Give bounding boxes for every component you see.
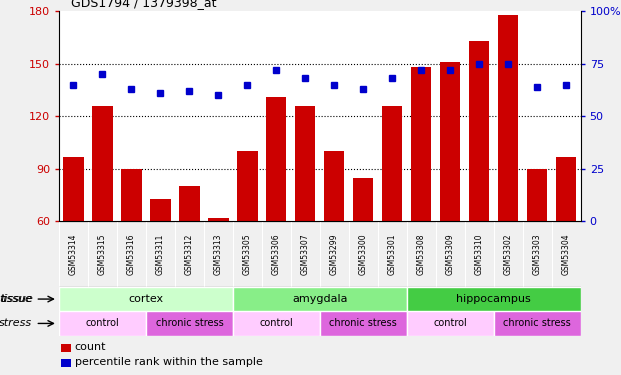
Text: GSM53315: GSM53315	[98, 233, 107, 275]
Bar	[324, 151, 345, 221]
Text: GSM53311: GSM53311	[156, 233, 165, 275]
Text: control: control	[260, 318, 293, 328]
Bar	[320, 311, 407, 336]
Bar	[440, 62, 460, 221]
Text: count: count	[75, 342, 106, 352]
Bar	[179, 186, 199, 221]
Text: GSM53299: GSM53299	[330, 233, 339, 275]
Text: GSM53310: GSM53310	[474, 233, 484, 275]
Bar	[59, 311, 146, 336]
Bar	[527, 169, 547, 221]
Text: percentile rank within the sample: percentile rank within the sample	[75, 357, 263, 367]
Text: GSM53314: GSM53314	[69, 233, 78, 275]
Bar	[353, 177, 373, 221]
Bar	[63, 156, 84, 221]
Text: chronic stress: chronic stress	[503, 318, 571, 328]
Text: GSM53300: GSM53300	[359, 233, 368, 275]
Text: GSM53308: GSM53308	[417, 233, 426, 275]
Bar	[556, 156, 576, 221]
Text: GSM53302: GSM53302	[504, 233, 513, 275]
Text: chronic stress: chronic stress	[155, 318, 224, 328]
Text: tissue: tissue	[0, 294, 33, 304]
Text: GSM53303: GSM53303	[533, 233, 542, 275]
Bar	[295, 106, 315, 221]
Bar	[59, 287, 233, 311]
Text: tissue: tissue	[0, 294, 32, 304]
Text: hippocampus: hippocampus	[456, 294, 531, 304]
Bar	[237, 151, 258, 221]
Bar	[121, 169, 142, 221]
Text: GSM53305: GSM53305	[243, 233, 252, 275]
Bar	[150, 198, 171, 221]
Bar	[498, 15, 519, 221]
Bar	[233, 287, 407, 311]
Bar	[233, 311, 320, 336]
Bar	[407, 311, 494, 336]
Text: GSM53313: GSM53313	[214, 233, 223, 275]
Text: chronic stress: chronic stress	[329, 318, 397, 328]
Text: GDS1794 / 1379398_at: GDS1794 / 1379398_at	[71, 0, 217, 9]
Text: cortex: cortex	[129, 294, 163, 304]
Text: GSM53306: GSM53306	[272, 233, 281, 275]
Bar	[411, 67, 432, 221]
Text: GSM53307: GSM53307	[301, 233, 310, 275]
Bar	[407, 287, 581, 311]
Bar	[469, 41, 489, 221]
Bar	[266, 97, 286, 221]
Bar	[146, 311, 233, 336]
Text: amygdala: amygdala	[292, 294, 348, 304]
Text: GSM53312: GSM53312	[185, 233, 194, 275]
Text: stress: stress	[0, 318, 32, 328]
Text: GSM53304: GSM53304	[561, 233, 571, 275]
Text: GSM53301: GSM53301	[388, 233, 397, 275]
Text: GSM53309: GSM53309	[446, 233, 455, 275]
Bar	[494, 311, 581, 336]
Bar	[93, 106, 112, 221]
Bar	[208, 218, 229, 221]
Bar	[382, 106, 402, 221]
Text: control: control	[433, 318, 467, 328]
Text: GSM53316: GSM53316	[127, 233, 136, 275]
Text: control: control	[86, 318, 119, 328]
